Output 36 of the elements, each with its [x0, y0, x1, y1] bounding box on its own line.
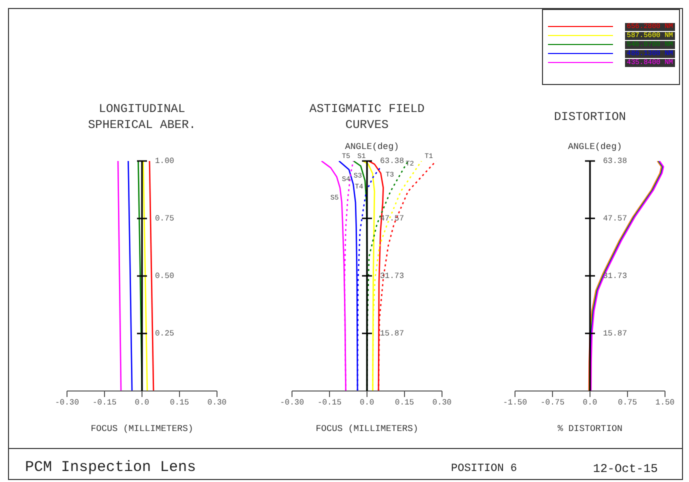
x-tick-label: 1.50	[655, 398, 675, 408]
x-tick-label: 0.75	[618, 398, 638, 408]
y-tick-label: 63.38	[380, 157, 404, 166]
y-tick-label: 0.50	[155, 272, 174, 282]
chart-title: LONGITUDINAL SPHERICAL ABER.	[86, 101, 198, 133]
text: 12-Oct-15	[593, 462, 658, 476]
x-tick-label: 0.0	[360, 398, 374, 408]
x-tick-label: -0.30	[280, 398, 304, 408]
x-tick-label: 0.30	[207, 398, 227, 408]
x-axis-title: FOCUS (MILLIMETERS)	[316, 424, 418, 434]
x-tick-label: 0.15	[394, 398, 414, 408]
x-tick-label: 0.0	[134, 398, 150, 408]
x-tick-label: 0.15	[170, 398, 190, 408]
y-axis-title: ANGLE(deg)	[568, 142, 622, 152]
y-tick-label: 15.87	[603, 330, 628, 339]
y-tick-label: 47.57	[603, 214, 628, 224]
x-axis-title: FOCUS (MILLIMETERS)	[90, 424, 194, 434]
y-tick-label: 15.87	[380, 330, 404, 339]
y-axis-title: ANGLE(deg)	[345, 142, 400, 152]
y-tick-label: 0.25	[155, 330, 174, 339]
y-tick-label: 1.00	[155, 157, 174, 166]
x-tick-label: -1.50	[502, 398, 528, 408]
x-tick-label: 0.30	[432, 398, 452, 408]
text: PCM Inspection Lens	[25, 459, 196, 476]
text: POSITION 6	[451, 463, 518, 475]
x-tick-label: -0.15	[317, 398, 342, 408]
x-tick-label: -0.75	[540, 398, 565, 408]
x-axis-title: % DISTORTION	[558, 424, 622, 434]
x-tick-label: -0.30	[54, 398, 80, 408]
y-tick-label: 0.75	[155, 214, 174, 224]
chart-title: DISTORTION	[552, 109, 627, 125]
y-tick-label: 31.73	[380, 272, 404, 281]
x-tick-label: 0.0	[582, 398, 598, 408]
chart-title: ASTIGMATIC FIELD CURVES	[309, 101, 425, 133]
x-tick-label: -0.15	[92, 398, 117, 408]
y-tick-label: 63.38	[603, 157, 628, 166]
